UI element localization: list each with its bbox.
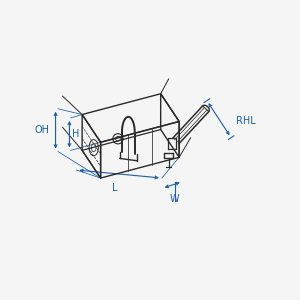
Text: W: W [170,194,179,204]
Text: H: H [72,129,80,139]
Text: L: L [112,183,117,193]
Text: OH: OH [35,125,50,135]
Text: RHL: RHL [236,116,256,127]
